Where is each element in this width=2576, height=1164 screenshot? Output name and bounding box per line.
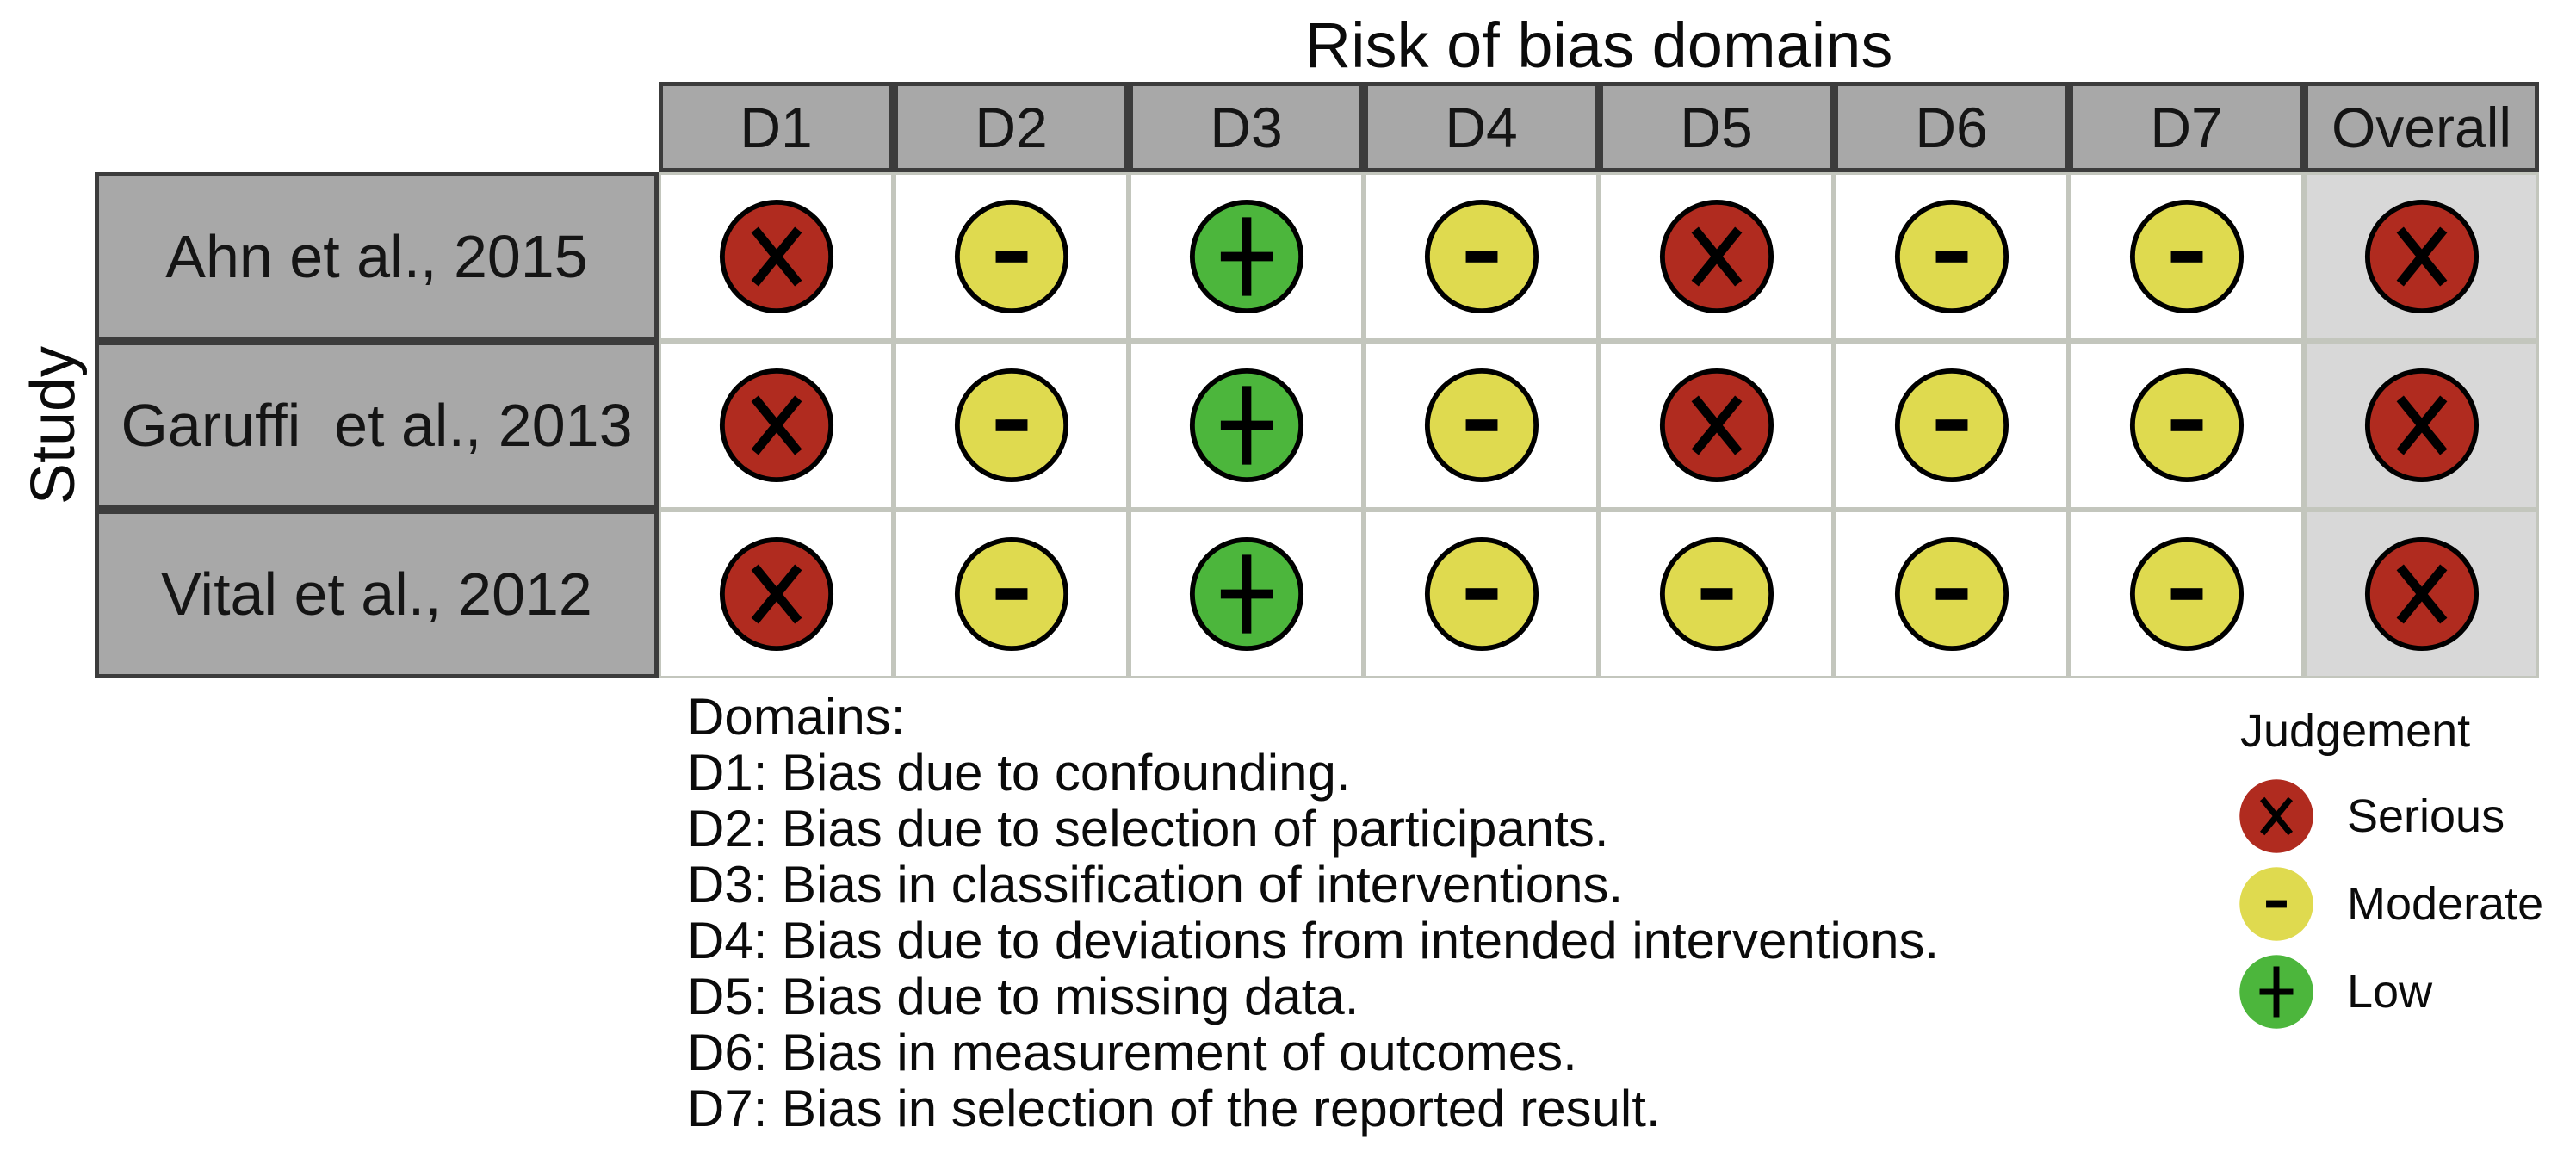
judgement-serious-icon <box>719 199 833 314</box>
judgement-cell <box>1129 341 1364 510</box>
judgement-moderate-icon <box>954 368 1068 483</box>
judgement-cell <box>2304 172 2539 341</box>
table-corner-spacer <box>95 82 659 172</box>
domains-note-list: D1: Bias due to confounding. D2: Bias due… <box>687 745 1939 1136</box>
judgement-cell <box>1364 341 1599 510</box>
judgement-moderate-icon <box>1894 536 2009 652</box>
judgement-moderate-icon <box>1894 199 2009 314</box>
judgement-moderate-icon <box>1894 368 2009 483</box>
legend-items: Serious Moderate Low <box>2239 778 2543 1030</box>
judgement-cell <box>1129 510 1364 678</box>
domain-definition: D1: Bias due to confounding. <box>687 744 1351 802</box>
study-axis-label: Study <box>19 345 88 505</box>
study-label: Garuffi et al., 2013 <box>95 341 659 510</box>
judgement-cell <box>1364 172 1599 341</box>
judgement-low-icon <box>1189 199 1303 314</box>
legend-item: Moderate <box>2239 866 2543 942</box>
legend-item: Serious <box>2239 778 2543 854</box>
legend-item: Low <box>2239 954 2543 1030</box>
judgement-cell <box>2304 510 2539 678</box>
judgement-cell <box>1834 172 2069 341</box>
risk-of-bias-table: D1 D2 D3 D4 D5 D6 D7 Overall Ahn et al., 2015 Gar… <box>95 82 2539 678</box>
judgement-serious-icon <box>2364 368 2479 483</box>
judgement-cell <box>659 172 894 341</box>
judgement-moderate-icon <box>1424 368 1539 483</box>
column-header: D5 <box>1599 82 1834 172</box>
judgement-cell <box>894 510 1129 678</box>
judgement-cell <box>2304 341 2539 510</box>
judgement-moderate-icon <box>2239 867 2313 941</box>
study-label: Ahn et al., 2015 <box>95 172 659 341</box>
judgement-cell <box>659 510 894 678</box>
judgement-moderate-icon <box>1659 536 1774 652</box>
legend-item-label: Moderate <box>2347 878 2544 930</box>
study-label: Vital et al., 2012 <box>95 510 659 678</box>
judgement-serious-icon <box>1659 199 1774 314</box>
judgement-serious-icon <box>2364 199 2479 314</box>
judgement-cell <box>2069 510 2304 678</box>
domains-note-heading: Domains: <box>687 688 906 746</box>
judgement-cell <box>894 172 1129 341</box>
judgement-serious-icon <box>1659 368 1774 483</box>
judgement-moderate-icon <box>2129 199 2244 314</box>
judgement-serious-icon <box>719 536 833 652</box>
column-header: D3 <box>1129 82 1364 172</box>
judgement-cell <box>1599 172 1834 341</box>
judgement-moderate-icon <box>954 536 1068 652</box>
judgement-cell <box>1129 172 1364 341</box>
domain-definition: D2: Bias due to selection of participant… <box>687 800 1609 858</box>
legend-title: Judgement <box>2240 705 2471 757</box>
column-header: D7 <box>2069 82 2304 172</box>
judgement-cell <box>2069 172 2304 341</box>
judgement-cell <box>1834 341 2069 510</box>
judgement-cell <box>1599 510 1834 678</box>
judgement-low-icon <box>1189 368 1303 483</box>
judgement-cell <box>2069 341 2304 510</box>
judgement-low-icon <box>2239 955 2313 1029</box>
judgement-low-icon <box>1189 536 1303 652</box>
judgement-cell <box>1599 341 1834 510</box>
judgement-cell <box>659 341 894 510</box>
judgement-serious-icon <box>2364 536 2479 652</box>
judgement-moderate-icon <box>2129 536 2244 652</box>
legend-item-label: Serious <box>2347 790 2505 842</box>
domains-note: Domains: D1: Bias due to confounding. D2:… <box>687 689 1939 1136</box>
domain-definition: D7: Bias in selection of the reported re… <box>687 1080 1661 1137</box>
column-header: D6 <box>1834 82 2069 172</box>
domain-definition: D3: Bias in classification of interventi… <box>687 856 1624 913</box>
judgement-serious-icon <box>719 368 833 483</box>
judgement-cell <box>894 341 1129 510</box>
judgement-legend: Judgement Serious Moderate Low <box>2239 704 2543 1042</box>
judgement-cell <box>1834 510 2069 678</box>
column-header: D2 <box>894 82 1129 172</box>
domain-definition: D4: Bias due to deviations from intended… <box>687 912 1940 969</box>
domain-definition: D5: Bias due to missing data. <box>687 968 1359 1025</box>
legend-item-label: Low <box>2347 966 2433 1018</box>
figure-title: Risk of bias domains <box>1304 9 1893 81</box>
column-header: D1 <box>659 82 894 172</box>
domain-definition: D6: Bias in measurement of outcomes. <box>687 1024 1577 1081</box>
column-header: Overall <box>2304 82 2539 172</box>
judgement-moderate-icon <box>2129 368 2244 483</box>
judgement-moderate-icon <box>954 199 1068 314</box>
judgement-moderate-icon <box>1424 199 1539 314</box>
judgement-moderate-icon <box>1424 536 1539 652</box>
judgement-cell <box>1364 510 1599 678</box>
judgement-serious-icon <box>2239 779 2313 853</box>
column-header: D4 <box>1364 82 1599 172</box>
